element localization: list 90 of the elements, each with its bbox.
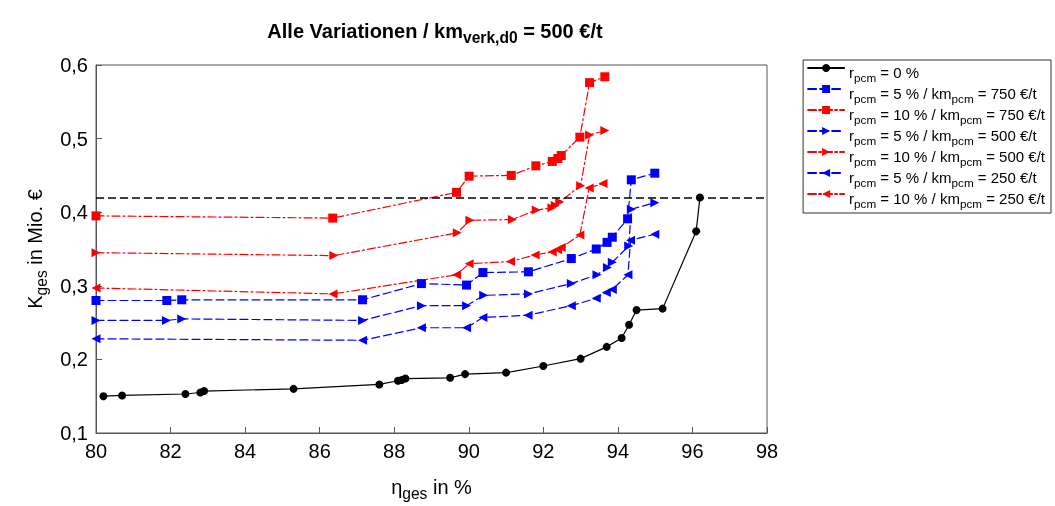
- x-tick-label: 86: [308, 440, 331, 462]
- point: [531, 161, 541, 171]
- point: [416, 279, 426, 289]
- point: [91, 296, 101, 306]
- point: [358, 315, 368, 325]
- x-tick-label: 92: [532, 440, 555, 462]
- point: [451, 187, 461, 197]
- y-tick-label: 0,3: [60, 274, 88, 297]
- x-tick-label: 88: [383, 440, 406, 462]
- point: [591, 293, 601, 303]
- x-tick-label: 96: [681, 440, 704, 462]
- point: [464, 259, 474, 269]
- point: [465, 215, 475, 225]
- point: [478, 268, 488, 278]
- point: [289, 384, 298, 393]
- point: [576, 354, 585, 363]
- point: [531, 205, 541, 215]
- point: [375, 380, 384, 389]
- point: [585, 78, 595, 88]
- point: [451, 270, 461, 280]
- point: [523, 267, 533, 277]
- point: [556, 243, 566, 253]
- point: [91, 211, 101, 221]
- point: [576, 181, 586, 191]
- point: [584, 183, 594, 193]
- point: [328, 289, 338, 299]
- point: [566, 279, 576, 289]
- point: [416, 301, 426, 311]
- point: [507, 215, 517, 225]
- point: [602, 262, 612, 272]
- point: [502, 368, 511, 377]
- point: [602, 342, 611, 351]
- point: [566, 254, 576, 264]
- point: [658, 304, 667, 313]
- point: [479, 290, 489, 300]
- point: [692, 227, 701, 236]
- point: [650, 198, 660, 208]
- point: [329, 251, 339, 261]
- point: [523, 289, 533, 299]
- point: [607, 284, 617, 294]
- point: [623, 214, 633, 224]
- point: [162, 296, 172, 306]
- x-tick-label: 98: [755, 440, 779, 462]
- point: [600, 72, 610, 82]
- point: [575, 230, 585, 240]
- point: [462, 301, 472, 311]
- point: [626, 175, 636, 185]
- point: [328, 213, 338, 223]
- point: [91, 334, 101, 344]
- point: [177, 295, 187, 305]
- y-tick-label: 0,6: [60, 54, 88, 76]
- point: [530, 250, 540, 260]
- point: [91, 283, 101, 293]
- y-tick-label: 0,4: [60, 201, 88, 224]
- point: [177, 314, 187, 324]
- point: [461, 370, 470, 379]
- point: [566, 301, 576, 311]
- point: [607, 232, 617, 242]
- point: [625, 320, 634, 329]
- point: [358, 295, 368, 305]
- point: [650, 168, 660, 178]
- x-tick-label: 84: [233, 440, 257, 462]
- point: [624, 241, 634, 251]
- point: [181, 389, 190, 398]
- x-tick-label: 94: [606, 440, 630, 462]
- point: [462, 280, 472, 290]
- point: [617, 334, 626, 343]
- point: [506, 257, 516, 267]
- y-axis-title: Kges in Mio. €: [24, 189, 50, 309]
- point: [446, 373, 455, 382]
- point: [585, 130, 595, 140]
- point: [632, 306, 641, 315]
- point: [506, 170, 516, 180]
- point: [575, 132, 585, 142]
- y-tick-label: 0,2: [60, 348, 88, 371]
- point: [401, 374, 410, 383]
- point: [200, 387, 209, 396]
- point: [591, 244, 601, 254]
- point: [416, 323, 426, 333]
- point: [161, 315, 171, 325]
- point: [600, 126, 610, 135]
- point: [539, 362, 548, 371]
- point: [523, 310, 533, 320]
- point: [118, 391, 127, 400]
- x-tick-label: 82: [159, 440, 182, 462]
- point: [626, 235, 636, 245]
- point: [99, 392, 108, 401]
- y-tick-label: 0,5: [60, 127, 88, 150]
- point: [464, 171, 474, 181]
- x-tick-label: 90: [457, 440, 480, 462]
